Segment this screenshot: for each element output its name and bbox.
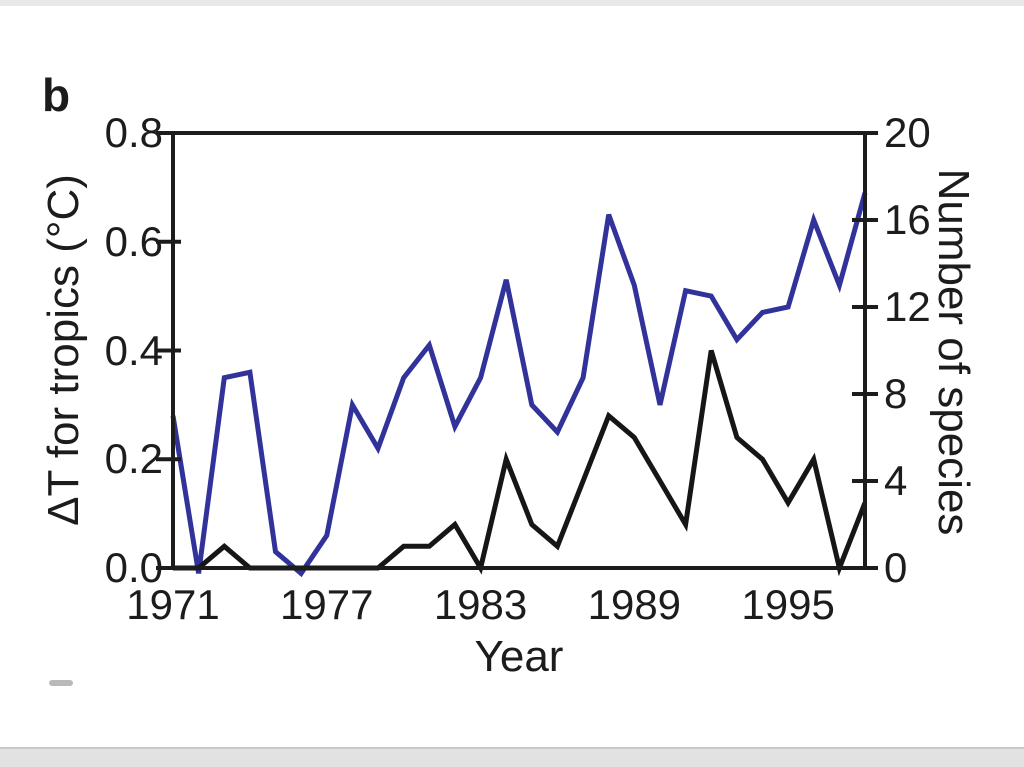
right-axis-tick-label: 12 xyxy=(884,283,931,330)
temperature-line xyxy=(170,192,868,578)
right-axis-title: Number of species xyxy=(929,168,978,536)
x-axis-tick-label: 1995 xyxy=(741,581,835,628)
right-axis-tick-label: 16 xyxy=(884,196,931,243)
x-axis-title: Year xyxy=(474,632,564,681)
species-line xyxy=(173,349,868,577)
left-axis-tick-label: 0.0 xyxy=(104,544,163,591)
right-axis-tick-label: 8 xyxy=(884,370,908,417)
x-axis-tick-label: 1971 xyxy=(126,581,220,628)
left-axis-tick-label: 0.2 xyxy=(104,435,163,483)
x-axis-tick-label: 1977 xyxy=(280,581,374,628)
right-axis-tick-label: 4 xyxy=(884,457,908,504)
left-axis-tick-label: 0.8 xyxy=(104,109,163,156)
left-axis-tick-label: 0.6 xyxy=(104,217,163,265)
page-edge-top xyxy=(0,0,1024,6)
x-axis-tick-label: 1983 xyxy=(433,581,528,628)
artifact-dash xyxy=(49,680,73,686)
right-axis-tick-label: 20 xyxy=(884,109,931,156)
page-edge-bottom xyxy=(0,747,1024,767)
right-axis-tick-label: 0 xyxy=(884,544,908,591)
x-axis-tick-label: 1989 xyxy=(587,581,682,628)
panel-label: b xyxy=(42,69,71,121)
left-axis-tick-label: 0.4 xyxy=(104,326,163,374)
